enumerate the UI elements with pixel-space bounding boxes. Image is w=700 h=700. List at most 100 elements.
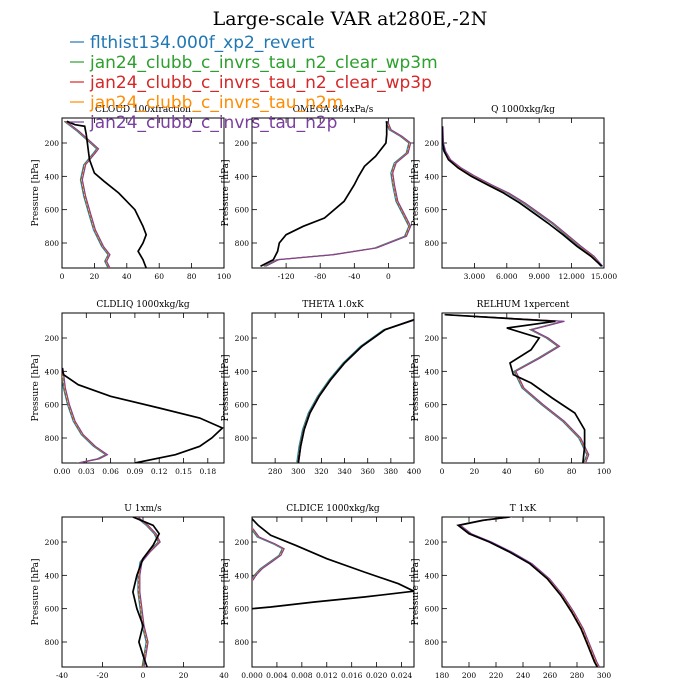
y-tick-label: 600 xyxy=(45,605,60,614)
y-tick-label: 600 xyxy=(425,206,440,215)
series-lines xyxy=(132,517,161,667)
x-tick-label: 0.024 xyxy=(391,671,413,680)
series-line-2 xyxy=(445,314,589,463)
x-tick-label: 280 xyxy=(570,671,585,680)
x-tick-label: 0.18 xyxy=(199,467,216,476)
x-tick-label: 6.000 xyxy=(496,272,518,281)
y-axis-label: Pressure [hPa] xyxy=(221,159,231,226)
x-tick-label: 0.15 xyxy=(175,467,192,476)
series-line-reference xyxy=(297,318,414,463)
y-tick-label: 800 xyxy=(235,239,250,248)
legend-entry: flthist134.000f_xp2_revert xyxy=(90,33,315,53)
y-tick-label: 400 xyxy=(425,367,440,376)
legend-entry: jan24_clubb_c_invrs_tau_n2_clear_wp3m xyxy=(89,53,438,73)
x-tick-label: 300 xyxy=(597,671,612,680)
x-tick-label: 80 xyxy=(567,467,577,476)
x-tick-label: 3.000 xyxy=(464,272,486,281)
x-tick-label: 20 xyxy=(90,272,100,281)
y-tick-label: 200 xyxy=(235,139,250,148)
x-tick-label: 0.012 xyxy=(316,671,338,680)
series-line-0 xyxy=(252,529,283,580)
y-tick-label: 200 xyxy=(235,538,250,547)
series-line-0 xyxy=(63,120,109,268)
x-tick-label: 15.000 xyxy=(591,272,617,281)
y-tick-label: 800 xyxy=(45,638,60,647)
panel-title: THETA 1.0xK xyxy=(302,300,364,310)
series-line-4 xyxy=(65,120,111,268)
panel-title: CLOUD 100xfraction xyxy=(95,105,191,115)
x-tick-label: 0.06 xyxy=(102,467,119,476)
x-tick-label: -40 xyxy=(56,671,68,680)
y-tick-label: 200 xyxy=(45,334,60,343)
series-line-2 xyxy=(297,319,414,463)
x-tick-label: 60 xyxy=(154,272,164,281)
x-tick-label: 0.000 xyxy=(241,671,263,680)
panel-frame xyxy=(61,516,225,668)
series-line-4 xyxy=(62,367,109,463)
panels-group: CLOUD 100xfraction Pressure [hPa] 0 20 40 60 8… xyxy=(31,105,617,680)
x-tick-label: -120 xyxy=(278,272,295,281)
x-tick-label: -40 xyxy=(348,272,360,281)
x-tick-label: -80 xyxy=(314,272,326,281)
panel-title: T 1xK xyxy=(510,504,537,514)
panel-frame xyxy=(251,117,415,269)
panel-3: CLDLIQ 1000xkg/kg Pressure [hPa] 0.00 0.03 0… xyxy=(31,300,225,476)
x-tick-label: 80 xyxy=(187,272,197,281)
series-line-3 xyxy=(445,314,589,463)
y-axis-label: Pressure [hPa] xyxy=(31,159,41,226)
panel-8: T 1xK Pressure [hPa] 180 200 220 240 260 280 300… xyxy=(411,504,611,680)
y-tick-label: 400 xyxy=(235,571,250,580)
series-line-0 xyxy=(457,517,599,667)
x-tick-label: 0.09 xyxy=(127,467,144,476)
panel-frame xyxy=(61,312,225,464)
y-tick-label: 800 xyxy=(425,638,440,647)
panel-frame xyxy=(61,117,225,269)
x-tick-label: 60 xyxy=(534,467,544,476)
panel-title: CLDLIQ 1000xkg/kg xyxy=(96,300,190,310)
series-line-3 xyxy=(265,121,411,267)
panel-5: RELHUM 1xpercent Pressure [hPa] 0 20 40 60 80 1… xyxy=(411,300,611,476)
panel-title: Q 1000xkg/kg xyxy=(491,105,555,115)
y-tick-label: 600 xyxy=(425,401,440,410)
legend-entry: jan24_clubb_c_invrs_tau_n2m xyxy=(89,93,343,113)
y-tick-label: 200 xyxy=(45,139,60,148)
series-line-reference xyxy=(132,517,161,667)
x-tick-label: 340 xyxy=(337,467,352,476)
series-line-reference xyxy=(445,313,586,463)
y-tick-label: 400 xyxy=(425,172,440,181)
series-lines xyxy=(63,120,148,268)
y-tick-label: 400 xyxy=(45,172,60,181)
panel-4: THETA 1.0xK Pressure [hPa] 280 300 320 340 360… xyxy=(221,300,421,476)
x-tick-label: 280 xyxy=(268,467,283,476)
y-axis-label: Pressure [hPa] xyxy=(411,354,421,421)
series-line-4 xyxy=(459,517,601,667)
x-tick-label: 0.03 xyxy=(78,467,95,476)
x-tick-label: 380 xyxy=(384,467,399,476)
y-tick-label: 800 xyxy=(425,434,440,443)
series-lines xyxy=(260,121,412,268)
x-tick-label: 260 xyxy=(543,671,558,680)
y-tick-label: 800 xyxy=(235,638,250,647)
legend: flthist134.000f_xp2_revertjan24_clubb_c_… xyxy=(70,33,438,133)
y-tick-label: 200 xyxy=(235,334,250,343)
y-tick-label: 400 xyxy=(45,367,60,376)
x-tick-label: 0 xyxy=(440,467,445,476)
series-line-1 xyxy=(457,517,599,667)
y-tick-label: 400 xyxy=(425,571,440,580)
x-tick-label: 200 xyxy=(462,671,477,680)
panel-frame xyxy=(251,312,415,464)
series-lines xyxy=(252,518,414,610)
series-line-4 xyxy=(446,314,590,463)
y-tick-label: 200 xyxy=(45,538,60,547)
series-line-reference xyxy=(456,517,599,667)
x-tick-label: 0 xyxy=(386,272,391,281)
series-line-1 xyxy=(296,319,414,463)
x-tick-label: 100 xyxy=(217,272,232,281)
series-line-4 xyxy=(137,517,161,667)
panel-frame xyxy=(441,516,605,668)
series-line-0 xyxy=(263,121,410,267)
y-tick-label: 600 xyxy=(235,605,250,614)
y-tick-label: 400 xyxy=(235,172,250,181)
panel-title: U 1xm/s xyxy=(124,504,162,514)
x-tick-label: 180 xyxy=(435,671,450,680)
